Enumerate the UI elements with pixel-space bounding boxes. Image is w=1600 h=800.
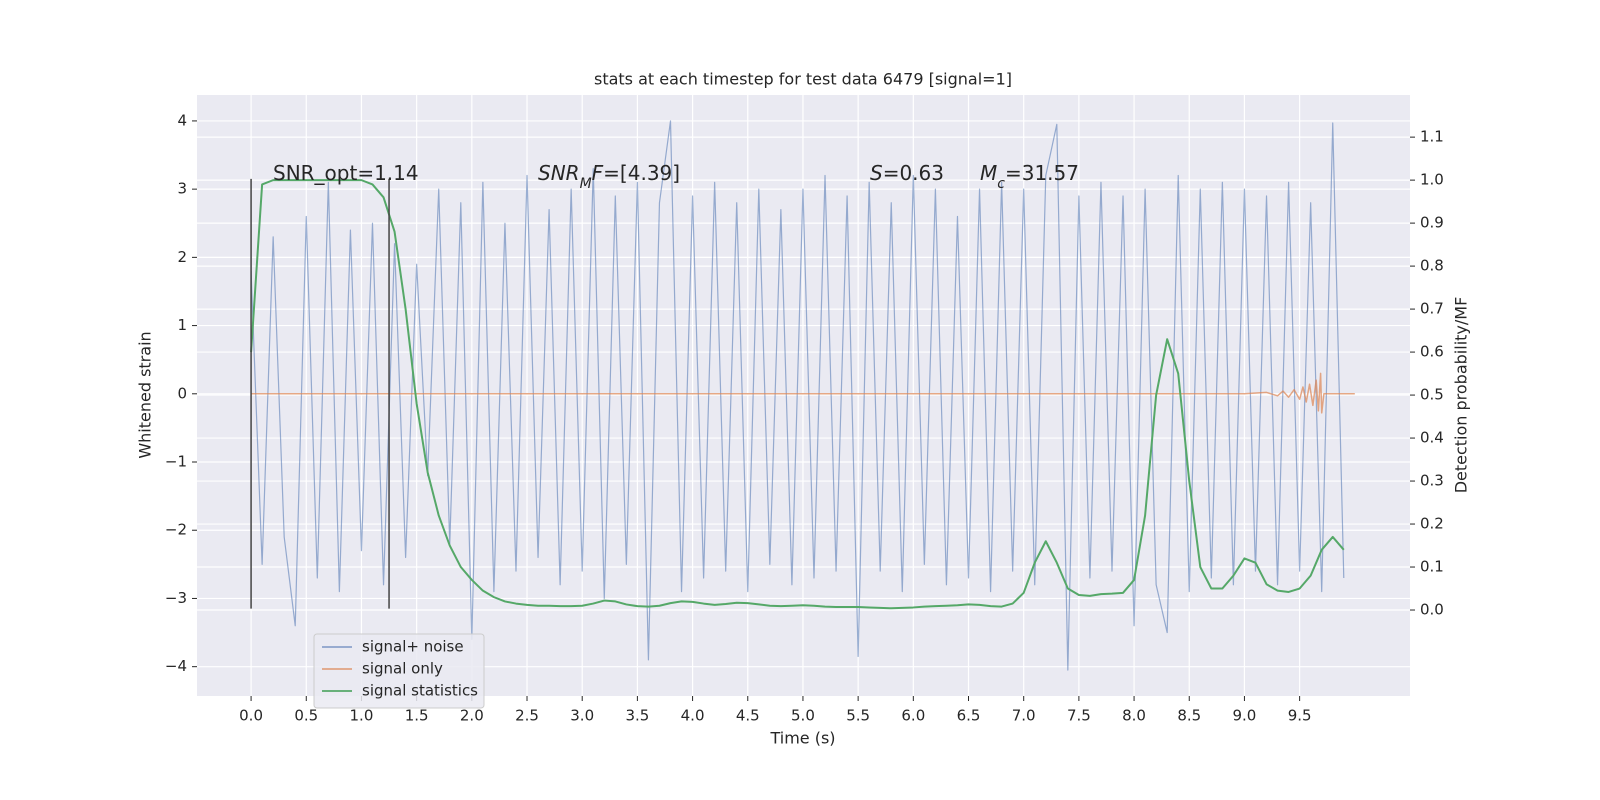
chart-title: stats at each timestep for test data 647… bbox=[594, 70, 1012, 89]
y2-tick-label: 0.0 bbox=[1420, 601, 1444, 619]
x-tick-label: 0.0 bbox=[239, 707, 263, 725]
x-tick-label: 0.5 bbox=[294, 707, 318, 725]
x-axis-label: Time (s) bbox=[769, 729, 835, 748]
y2-tick-label: 1.0 bbox=[1420, 171, 1444, 189]
x-tick-label: 3.5 bbox=[625, 707, 649, 725]
x-tick-label: 6.0 bbox=[901, 707, 925, 725]
annotation: S=0.63 bbox=[870, 161, 944, 185]
x-tick-label: 9.5 bbox=[1288, 707, 1312, 725]
legend-label: signal only bbox=[362, 660, 443, 678]
y-tick-label: 2 bbox=[177, 248, 187, 266]
x-tick-label: 3.0 bbox=[570, 707, 594, 725]
y-tick-label: 4 bbox=[177, 111, 187, 129]
y2-tick-label: 1.1 bbox=[1420, 128, 1444, 146]
annotation-part: SNR bbox=[538, 161, 580, 185]
x-tick-label: 1.0 bbox=[350, 707, 374, 725]
y2-tick-label: 0.2 bbox=[1420, 515, 1444, 533]
annotation: SNR_opt=1.14 bbox=[273, 161, 419, 185]
x-tick-label: 9.0 bbox=[1233, 707, 1257, 725]
x-tick-label: 2.5 bbox=[515, 707, 539, 725]
x-tick-label: 7.5 bbox=[1067, 707, 1091, 725]
annotation-part: =31.57 bbox=[1005, 161, 1079, 185]
y-tick-label: −2 bbox=[165, 521, 187, 539]
series-line bbox=[251, 372, 1355, 414]
annotation-part: c bbox=[997, 176, 1005, 192]
y2-tick-label: 0.1 bbox=[1420, 558, 1444, 576]
y-tick-label: 3 bbox=[177, 180, 187, 198]
y-tick-label: 1 bbox=[177, 316, 187, 334]
annotation-part: M bbox=[980, 161, 997, 185]
y2-tick-label: 0.3 bbox=[1420, 472, 1444, 490]
annotation-part: S bbox=[870, 161, 883, 185]
x-tick-label: 5.5 bbox=[846, 707, 870, 725]
annotation-part: =[4.39] bbox=[603, 161, 680, 185]
legend-label: signal+ noise bbox=[362, 638, 464, 656]
x-tick-label: 7.0 bbox=[1012, 707, 1036, 725]
x-tick-label: 4.0 bbox=[681, 707, 705, 725]
y-axis-label: Whitened strain bbox=[136, 331, 155, 458]
y2-axis-label: Detection probability/MF bbox=[1452, 297, 1471, 494]
x-tick-label: 1.5 bbox=[405, 707, 429, 725]
y2-tick-label: 0.6 bbox=[1420, 343, 1444, 361]
x-tick-label: 4.5 bbox=[736, 707, 760, 725]
legend-box bbox=[313, 633, 485, 709]
x-tick-label: 8.5 bbox=[1177, 707, 1201, 725]
legend-label: signal statistics bbox=[362, 682, 478, 700]
annotation: SNRMF=[4.39] bbox=[538, 161, 680, 192]
annotation-part: M bbox=[580, 176, 592, 192]
x-tick-label: 8.0 bbox=[1122, 707, 1146, 725]
y2-tick-label: 0.8 bbox=[1420, 257, 1444, 275]
annotation-part: =0.63 bbox=[883, 161, 944, 185]
x-tick-label: 2.0 bbox=[460, 707, 484, 725]
annotation-part: F bbox=[592, 161, 604, 185]
x-tick-label: 6.5 bbox=[957, 707, 981, 725]
series-line bbox=[250, 179, 1345, 610]
annotation: Mc=31.57 bbox=[980, 161, 1079, 192]
y-tick-label: 0 bbox=[177, 384, 187, 402]
annotation-part: SNR_opt=1.14 bbox=[273, 161, 419, 185]
x-tick-label: 5.0 bbox=[791, 707, 815, 725]
y2-tick-label: 0.5 bbox=[1420, 386, 1444, 404]
y2-tick-label: 0.9 bbox=[1420, 214, 1444, 232]
y-tick-label: −3 bbox=[165, 589, 187, 607]
y2-tick-label: 0.4 bbox=[1420, 429, 1444, 447]
y-tick-label: −1 bbox=[165, 453, 187, 471]
series-line bbox=[250, 120, 1345, 671]
y-tick-label: −4 bbox=[165, 657, 187, 675]
y2-tick-label: 0.7 bbox=[1420, 300, 1444, 318]
